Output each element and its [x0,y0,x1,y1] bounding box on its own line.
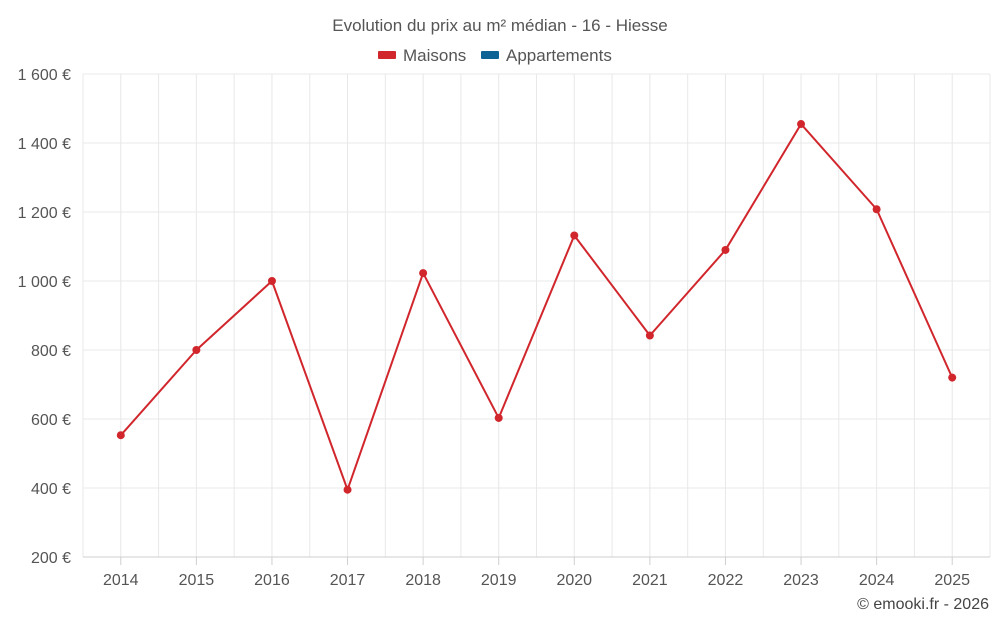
data-point-maisons-2020[interactable] [570,231,579,240]
x-axis: 2014 2015 2016 2017 2018 2019 2020 2021 2022 2023… [83,556,990,589]
y-tick-label: 1 000 € [18,274,71,291]
data-point-maisons-2025[interactable] [948,373,957,382]
x-tick-label: 2021 [632,572,668,589]
y-tick-label: 1 600 € [18,67,71,84]
x-tick-label: 2022 [708,572,744,589]
legend-swatch-maisons [378,51,396,59]
grid [82,73,991,557]
legend-label-appartements: Appartements [506,46,612,65]
x-tick-label: 2018 [405,572,441,589]
x-tick-label: 2016 [254,572,290,589]
y-tick-label: 1 200 € [18,205,71,222]
legend: Maisons Appartements [378,46,612,65]
data-point-maisons-2018[interactable] [419,269,428,278]
x-tick-label: 2024 [859,572,895,589]
data-point-maisons-2016[interactable] [267,277,276,285]
data-point-maisons-2024[interactable] [872,205,881,214]
x-tick-label: 2020 [556,572,592,589]
data-point-maisons-2015[interactable] [192,346,201,354]
y-tick-label: 600 € [31,412,71,429]
y-tick-label: 200 € [31,550,71,567]
x-tick-label: 2014 [103,572,139,589]
x-tick-label: 2019 [481,572,517,589]
series-line-maisons [120,123,954,491]
data-point-maisons-2019[interactable] [494,413,503,422]
x-tick-label: 2023 [783,572,819,589]
legend-item-maisons[interactable]: Maisons [378,46,466,65]
x-tick-label: 2025 [934,572,970,589]
series-layer [116,120,957,494]
y-tick-label: 1 400 € [18,136,71,153]
data-point-maisons-2014[interactable] [116,431,125,440]
data-point-maisons-2023[interactable] [797,120,806,129]
legend-item-appartements[interactable]: Appartements [481,46,612,65]
credit-text: © emooki.fr - 2026 [857,596,989,613]
x-tick-label: 2015 [179,572,215,589]
data-point-maisons-2022[interactable] [721,245,730,254]
x-tick-label: 2017 [330,572,366,589]
y-tick-label: 400 € [31,481,71,498]
legend-swatch-appartements [481,51,499,59]
data-point-maisons-2021[interactable] [645,331,654,340]
chart-title: Evolution du prix au m² médian - 16 - Hi… [332,16,667,35]
y-tick-label: 800 € [31,343,71,360]
data-point-maisons-2017[interactable] [343,485,352,494]
legend-label-maisons: Maisons [403,46,466,65]
y-axis: 200 € 400 € 600 € 800 € 1 000 € 1 200 € 1 400 … [18,67,71,567]
